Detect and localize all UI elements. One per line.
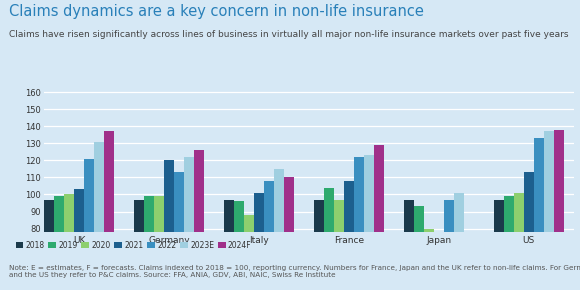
Legend: 2018, 2019, 2020, 2021, 2022, 2023E, 2024F: 2018, 2019, 2020, 2021, 2022, 2023E, 202… [13, 238, 255, 253]
Bar [444, 200, 454, 232]
Bar [524, 172, 534, 232]
Bar [284, 177, 294, 232]
Bar [144, 196, 154, 232]
Bar [494, 200, 503, 232]
Bar [314, 200, 324, 232]
Bar [94, 142, 104, 232]
Bar [374, 145, 384, 232]
Bar [264, 181, 274, 232]
Bar [364, 155, 374, 232]
Bar [54, 196, 64, 232]
Text: Claims have risen significantly across lines of business in virtually all major : Claims have risen significantly across l… [9, 30, 568, 39]
Bar [514, 193, 524, 232]
Bar [344, 181, 354, 232]
Bar [84, 159, 94, 232]
Bar [184, 157, 194, 232]
Text: Claims dynamics are a key concern in non-life insurance: Claims dynamics are a key concern in non… [9, 4, 423, 19]
Bar [134, 200, 144, 232]
Bar [194, 150, 204, 232]
Bar [254, 193, 264, 232]
Bar [74, 189, 84, 232]
Bar [274, 169, 284, 232]
Bar [534, 138, 543, 232]
Bar [454, 193, 464, 232]
Bar [244, 215, 254, 232]
Bar [424, 229, 434, 232]
Bar [334, 200, 344, 232]
Bar [414, 206, 424, 232]
Bar [503, 196, 514, 232]
Bar [354, 157, 364, 232]
Bar [404, 200, 414, 232]
Bar [174, 172, 184, 232]
Text: Note: E = estimates, F = forecasts. Claims indexed to 2018 = 100, reporting curr: Note: E = estimates, F = forecasts. Clai… [9, 265, 580, 278]
Bar [64, 195, 74, 232]
Bar [104, 131, 114, 232]
Bar [164, 160, 174, 232]
Bar [234, 201, 244, 232]
Bar [324, 188, 334, 232]
Bar [224, 200, 234, 232]
Bar [154, 196, 164, 232]
Bar [554, 130, 564, 232]
Bar [44, 200, 54, 232]
Bar [543, 131, 554, 232]
